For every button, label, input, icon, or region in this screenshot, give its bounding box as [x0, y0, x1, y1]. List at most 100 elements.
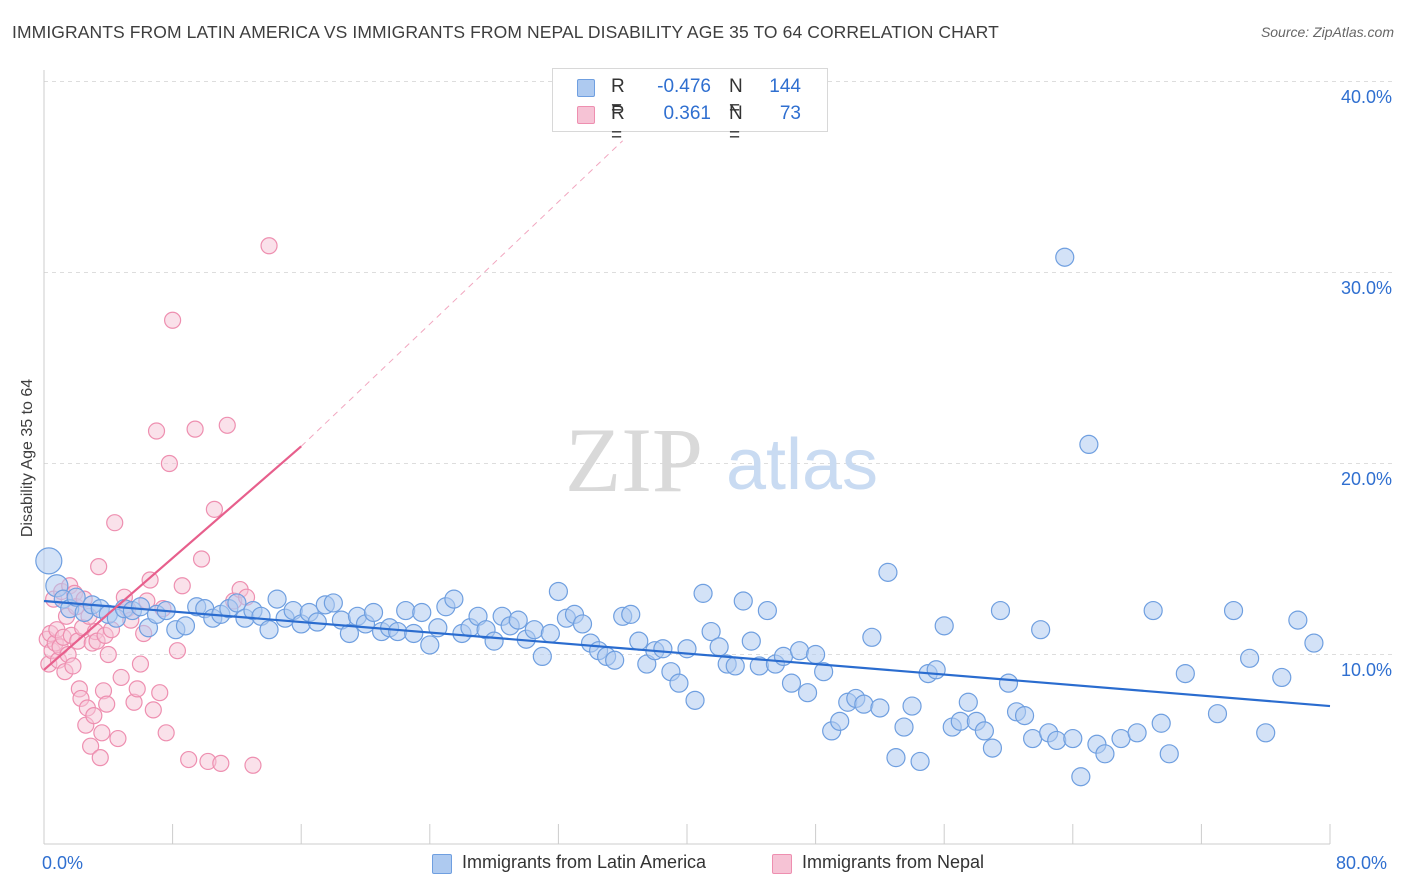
latin-america-point: [1063, 728, 1083, 749]
latin-america-point: [1014, 706, 1035, 726]
latin-america-point: [926, 660, 946, 680]
latin-america-point: [1143, 600, 1163, 621]
nepal-point: [186, 420, 204, 438]
latin-america-point: [412, 602, 432, 623]
latin-america-point: [1272, 667, 1292, 688]
stats-box: R = -0.476 N = 144 R = 0.361 N = 73: [552, 68, 828, 146]
latin-america-point: [1055, 247, 1075, 267]
nepal-point: [212, 754, 230, 772]
latin-america-point: [701, 621, 721, 642]
nepal-swatch: [577, 106, 595, 124]
latin-america-point: [605, 650, 625, 670]
watermark-atlas: atlas: [726, 425, 878, 505]
nepal-point: [180, 750, 198, 769]
nepal-point: [90, 558, 108, 576]
latin-america-point: [1223, 600, 1244, 621]
latin-america-point: [388, 621, 408, 642]
latin-america-point: [524, 620, 544, 640]
latin-america-point: [227, 593, 247, 613]
latin-america-point: [1240, 648, 1260, 668]
latin-america-swatch: [577, 79, 595, 97]
latin-america-point: [693, 583, 713, 603]
latin-america-point: [1288, 610, 1308, 630]
latin-america-point: [621, 604, 641, 624]
latin-america-point: [1047, 730, 1067, 751]
legend-label: Immigrants from Nepal: [802, 852, 985, 872]
nepal-point: [99, 645, 117, 664]
nepal-point: [128, 680, 146, 698]
nepal-point: [85, 707, 103, 725]
latin-america-point: [789, 641, 810, 661]
latin-america-point: [894, 717, 914, 737]
latin-america-point: [629, 631, 649, 651]
latin-america-point: [572, 614, 593, 634]
latin-america-point: [484, 631, 504, 651]
nepal-point: [91, 749, 109, 767]
latin-america-point: [757, 600, 777, 621]
latin-america-series: [35, 247, 1324, 787]
latin-america-point: [1207, 704, 1228, 724]
nepal-point: [106, 514, 124, 532]
nepal-point: [141, 571, 159, 589]
latin-america-point: [444, 589, 464, 609]
latin-america-point: [934, 616, 954, 636]
nepal-point: [173, 577, 191, 595]
y-tick-label: 10.0%: [1340, 660, 1392, 680]
y-tick-label: 30.0%: [1340, 278, 1392, 298]
latin-america-point: [830, 711, 850, 731]
watermark-zip: ZIP: [565, 409, 703, 511]
latin-america-point: [548, 581, 569, 602]
latin-america-point: [733, 591, 753, 611]
latin-america-point: [950, 711, 970, 731]
latin-america-point: [910, 751, 930, 772]
nepal-trend-extension: [300, 140, 624, 447]
latin-america-point: [1256, 723, 1276, 743]
latin-america-point: [339, 623, 360, 644]
latin-america-point: [363, 602, 384, 623]
latin-america-point: [1095, 744, 1115, 764]
latin-america-point: [532, 646, 552, 667]
source-label: Source: ZipAtlas.com: [1260, 24, 1394, 40]
nepal-point: [205, 500, 223, 518]
x-tick-label: 0.0%: [42, 853, 84, 873]
latin-america-point: [854, 694, 874, 714]
latin-america-point: [540, 623, 560, 644]
latin-america-legend-swatch: [432, 854, 452, 874]
nepal-point: [109, 729, 127, 748]
latin-america-point: [653, 639, 673, 659]
nepal-point: [192, 550, 211, 568]
latin-america-point: [797, 683, 818, 703]
latin-america-point: [685, 690, 705, 710]
nepal-point: [164, 311, 182, 329]
latin-america-point: [130, 597, 151, 617]
latin-america-point: [259, 620, 279, 640]
latin-america-point: [1175, 663, 1195, 684]
latin-america-point: [267, 589, 287, 609]
latin-america-point: [669, 673, 689, 693]
latin-america-point: [1159, 744, 1179, 764]
latin-america-point: [508, 610, 528, 630]
grid-lines: [44, 81, 1392, 655]
latin-america-point: [1031, 620, 1051, 640]
latin-america-point: [323, 593, 343, 613]
latin-america-point: [741, 631, 761, 651]
latin-america-point: [35, 547, 63, 575]
axes: [43, 70, 1331, 845]
nepal-point: [82, 737, 100, 755]
latin-america-point: [998, 673, 1019, 693]
nepal-point: [93, 724, 111, 742]
latin-america-point: [982, 738, 1003, 758]
watermark: ZIP atlas: [565, 409, 878, 511]
latin-america-point: [1071, 767, 1091, 787]
latin-america-point: [1127, 723, 1147, 743]
nepal-point: [147, 422, 166, 440]
latin-america-point: [1023, 728, 1043, 749]
latin-america-point: [725, 656, 745, 676]
nepal-point: [244, 756, 262, 774]
n-label: N =: [729, 103, 743, 146]
r-value: 0.361: [663, 103, 711, 124]
r-value: -0.476: [657, 76, 711, 97]
latin-america-point: [990, 600, 1011, 621]
latin-america-point: [958, 692, 978, 712]
